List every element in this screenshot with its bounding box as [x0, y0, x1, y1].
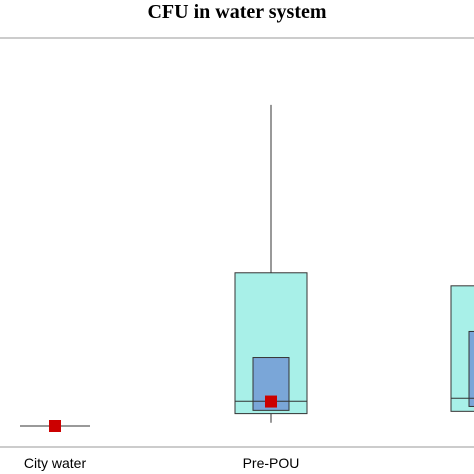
box-group	[450, 285, 474, 412]
box-group	[234, 104, 308, 423]
mean-marker	[49, 420, 61, 432]
ci-box	[468, 330, 474, 407]
iqr-box	[450, 285, 474, 412]
x-tick-label: Pre-POU	[243, 455, 300, 471]
mean-marker	[265, 395, 277, 408]
box-group	[20, 420, 90, 432]
boxes-layer	[20, 104, 474, 432]
chart-title: CFU in water system	[147, 1, 326, 23]
x-tick-label: City water	[24, 455, 87, 471]
